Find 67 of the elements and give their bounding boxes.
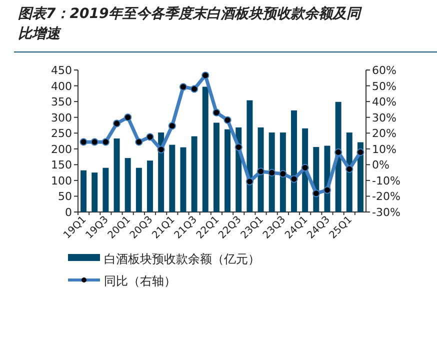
point [356, 148, 364, 156]
legend-label: 白酒板块预收款余额（亿元） [104, 252, 260, 266]
bar [169, 144, 176, 212]
y-tick-label: 200 [51, 142, 72, 156]
bar [291, 110, 297, 212]
y2-tick-label: -20% [372, 190, 400, 204]
point [212, 108, 220, 116]
y2-tick-label: 30% [372, 111, 396, 124]
point [312, 190, 320, 198]
point [279, 170, 287, 178]
point [323, 186, 332, 194]
point [301, 164, 309, 172]
y-tick-label: 350 [51, 96, 72, 109]
point [268, 168, 276, 177]
point [246, 178, 254, 186]
bar [246, 100, 253, 212]
point [135, 138, 143, 146]
bar [213, 122, 220, 212]
point [334, 148, 342, 156]
y-tick-label: 450 [51, 64, 72, 77]
y-tick-label: 50 [58, 190, 72, 204]
y-tick-label: 400 [51, 80, 72, 93]
bar [136, 168, 142, 212]
point [146, 133, 154, 141]
bar [92, 172, 98, 212]
bar [280, 132, 286, 212]
y-tick-label: 100 [51, 174, 72, 188]
bar [224, 129, 231, 212]
bar [180, 147, 186, 212]
y2-tick-label: -10% [372, 174, 400, 188]
bar [124, 158, 131, 212]
y-tick-label: 300 [51, 111, 72, 124]
bar [80, 170, 87, 212]
y2-tick-label: 0% [372, 158, 390, 172]
point [346, 165, 354, 173]
y2-tick-label: 10% [372, 142, 396, 156]
y2-tick-label: 40% [372, 96, 396, 109]
bar [202, 86, 208, 212]
point [112, 120, 121, 128]
point [90, 138, 98, 146]
y2-tick-label: -30% [372, 206, 400, 219]
point [168, 122, 176, 130]
y2-tick-label: 60% [372, 64, 396, 77]
point [80, 138, 88, 146]
bar [147, 160, 153, 212]
bar [268, 132, 275, 212]
point [202, 72, 210, 80]
y2-tick-label: 20% [372, 127, 396, 140]
point [190, 85, 198, 93]
y-tick-label: 150 [51, 158, 72, 172]
point [124, 114, 132, 122]
point [234, 143, 242, 151]
bar [114, 138, 120, 212]
legend-label: 同比（右轴） [104, 274, 176, 288]
y-tick-label: 0 [65, 206, 72, 219]
point [179, 83, 188, 91]
bar [258, 127, 264, 212]
bar [191, 136, 198, 212]
point [157, 146, 165, 154]
point [256, 168, 265, 176]
point [290, 175, 298, 183]
chart-title: 图表7：2019年至今各季度末白酒板块预收款余额及同比增速 [18, 5, 363, 42]
bar [102, 168, 109, 212]
point [102, 138, 110, 146]
y-tick-label: 250 [51, 127, 72, 140]
point [224, 116, 232, 124]
y2-tick-label: 50% [372, 80, 396, 93]
